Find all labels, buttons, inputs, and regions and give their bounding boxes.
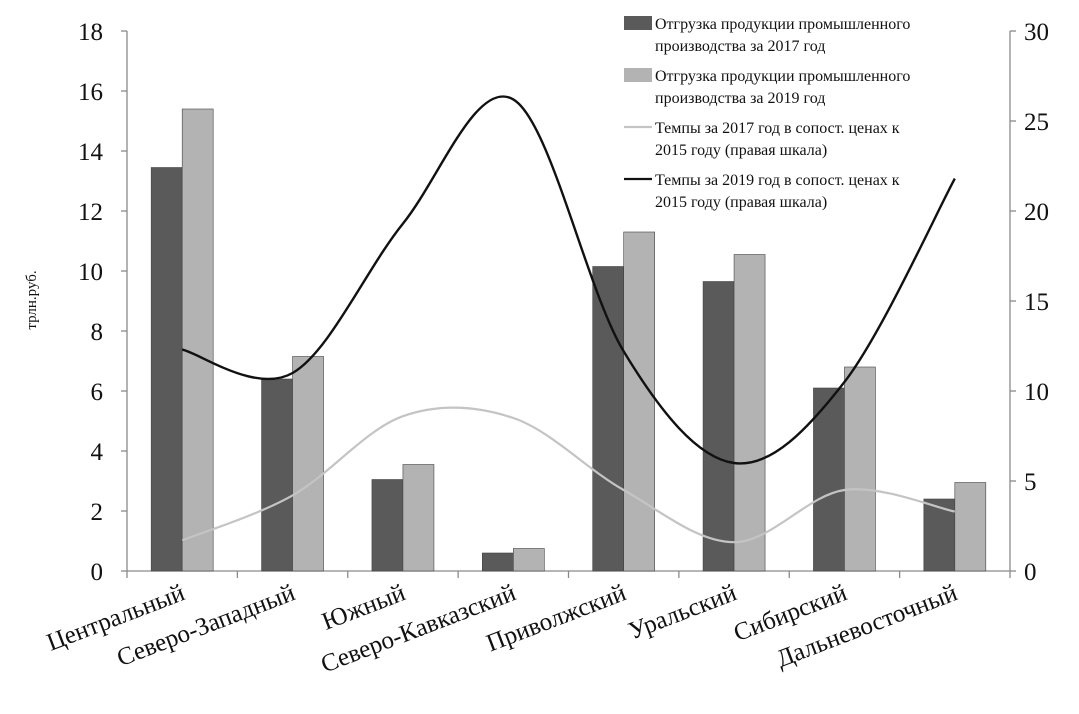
bar-2019: [733, 254, 766, 572]
left-tick-label: 6: [91, 379, 104, 406]
bar-2019: [954, 482, 987, 572]
legend: Отгрузка продукции промышленного производ…: [624, 16, 910, 211]
left-tick-label: 12: [78, 199, 103, 226]
bar-2019: [513, 548, 545, 572]
bar-2017: [150, 167, 183, 572]
left-tick-label: 10: [78, 259, 103, 286]
left-tick-label: 18: [78, 19, 103, 46]
bar-2017: [813, 387, 845, 572]
right-tick-label: 5: [1024, 469, 1037, 496]
bar-2019: [402, 464, 435, 572]
left-tick-label: 8: [91, 319, 104, 346]
right-tick-label: 30: [1024, 19, 1049, 46]
bar-2017: [371, 479, 404, 572]
left-tick-label: 2: [91, 499, 104, 526]
right-tick-label: 25: [1024, 109, 1049, 136]
bar-2019: [623, 231, 655, 572]
bar-2019: [181, 108, 214, 572]
right-tick-label: 20: [1024, 199, 1049, 226]
line-2019: [181, 95, 956, 465]
right-tick-label: 15: [1024, 289, 1049, 316]
bar-2017: [592, 266, 624, 572]
right-tick-label: 0: [1024, 559, 1037, 586]
category-label: Дальневосточный: [773, 579, 961, 673]
bar-2017: [261, 378, 293, 572]
legend-swatch: [624, 68, 652, 82]
line-2017: [181, 406, 956, 544]
left-tick-label: 0: [91, 559, 104, 586]
left-tick-label: 16: [78, 79, 103, 106]
right-tick-label: 10: [1024, 379, 1049, 406]
y-axis-title: трлн.руб.: [24, 270, 40, 329]
legend-label: Отгрузка продукции промышленного производ…: [655, 68, 910, 107]
legend-label: Отгрузка продукции промышленного производ…: [655, 16, 910, 55]
axes: [121, 30, 1016, 578]
legend-label: Темпы за 2017 год в сопост. ценах к 2015 …: [655, 120, 900, 159]
left-tick-label: 4: [91, 439, 104, 466]
lines: [181, 95, 956, 544]
bar-2019: [844, 366, 876, 572]
bar-2017: [702, 281, 735, 572]
legend-swatch: [624, 16, 652, 30]
bar-2017: [482, 552, 514, 572]
legend-label: Темпы за 2019 год в сопост. ценах к 2015 …: [655, 172, 900, 211]
bar-2019: [292, 356, 324, 572]
left-tick-label: 14: [78, 139, 104, 166]
category-label: Уральский: [625, 579, 740, 645]
